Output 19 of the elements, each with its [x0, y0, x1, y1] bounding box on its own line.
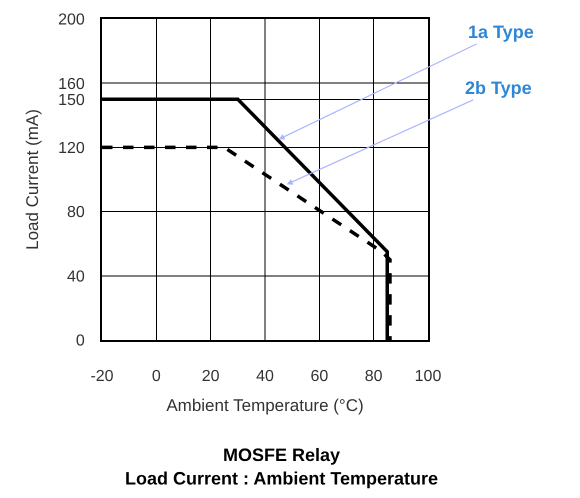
x-tick-label: 60: [310, 368, 328, 386]
y-axis-title: Load Current (mA): [23, 109, 42, 250]
y-tick-label: 80: [67, 204, 85, 222]
x-tick-label: 80: [364, 368, 383, 386]
x-tick-label: 20: [202, 368, 220, 386]
y-tick-label: 0: [76, 332, 85, 350]
text: MOSFE Relay Load Current : Ambient Temperature: [125, 445, 438, 488]
y-tick-label: 200: [58, 12, 85, 29]
x-tick-label: 40: [256, 368, 274, 386]
x-tick-label: 100: [414, 368, 442, 386]
annotation: 1a Type: [468, 22, 534, 42]
y-tick-label: 40: [67, 268, 85, 286]
x-axis-title: Ambient Temperature (°C): [166, 396, 364, 416]
y-tick-label: 150: [58, 92, 85, 109]
y-tick-label: 120: [58, 140, 85, 157]
x-tick-label: -20: [90, 368, 114, 386]
x-tick-label: 0: [152, 368, 161, 386]
annotation: 2b Type: [465, 78, 532, 98]
y-tick-label: 160: [58, 76, 85, 93]
